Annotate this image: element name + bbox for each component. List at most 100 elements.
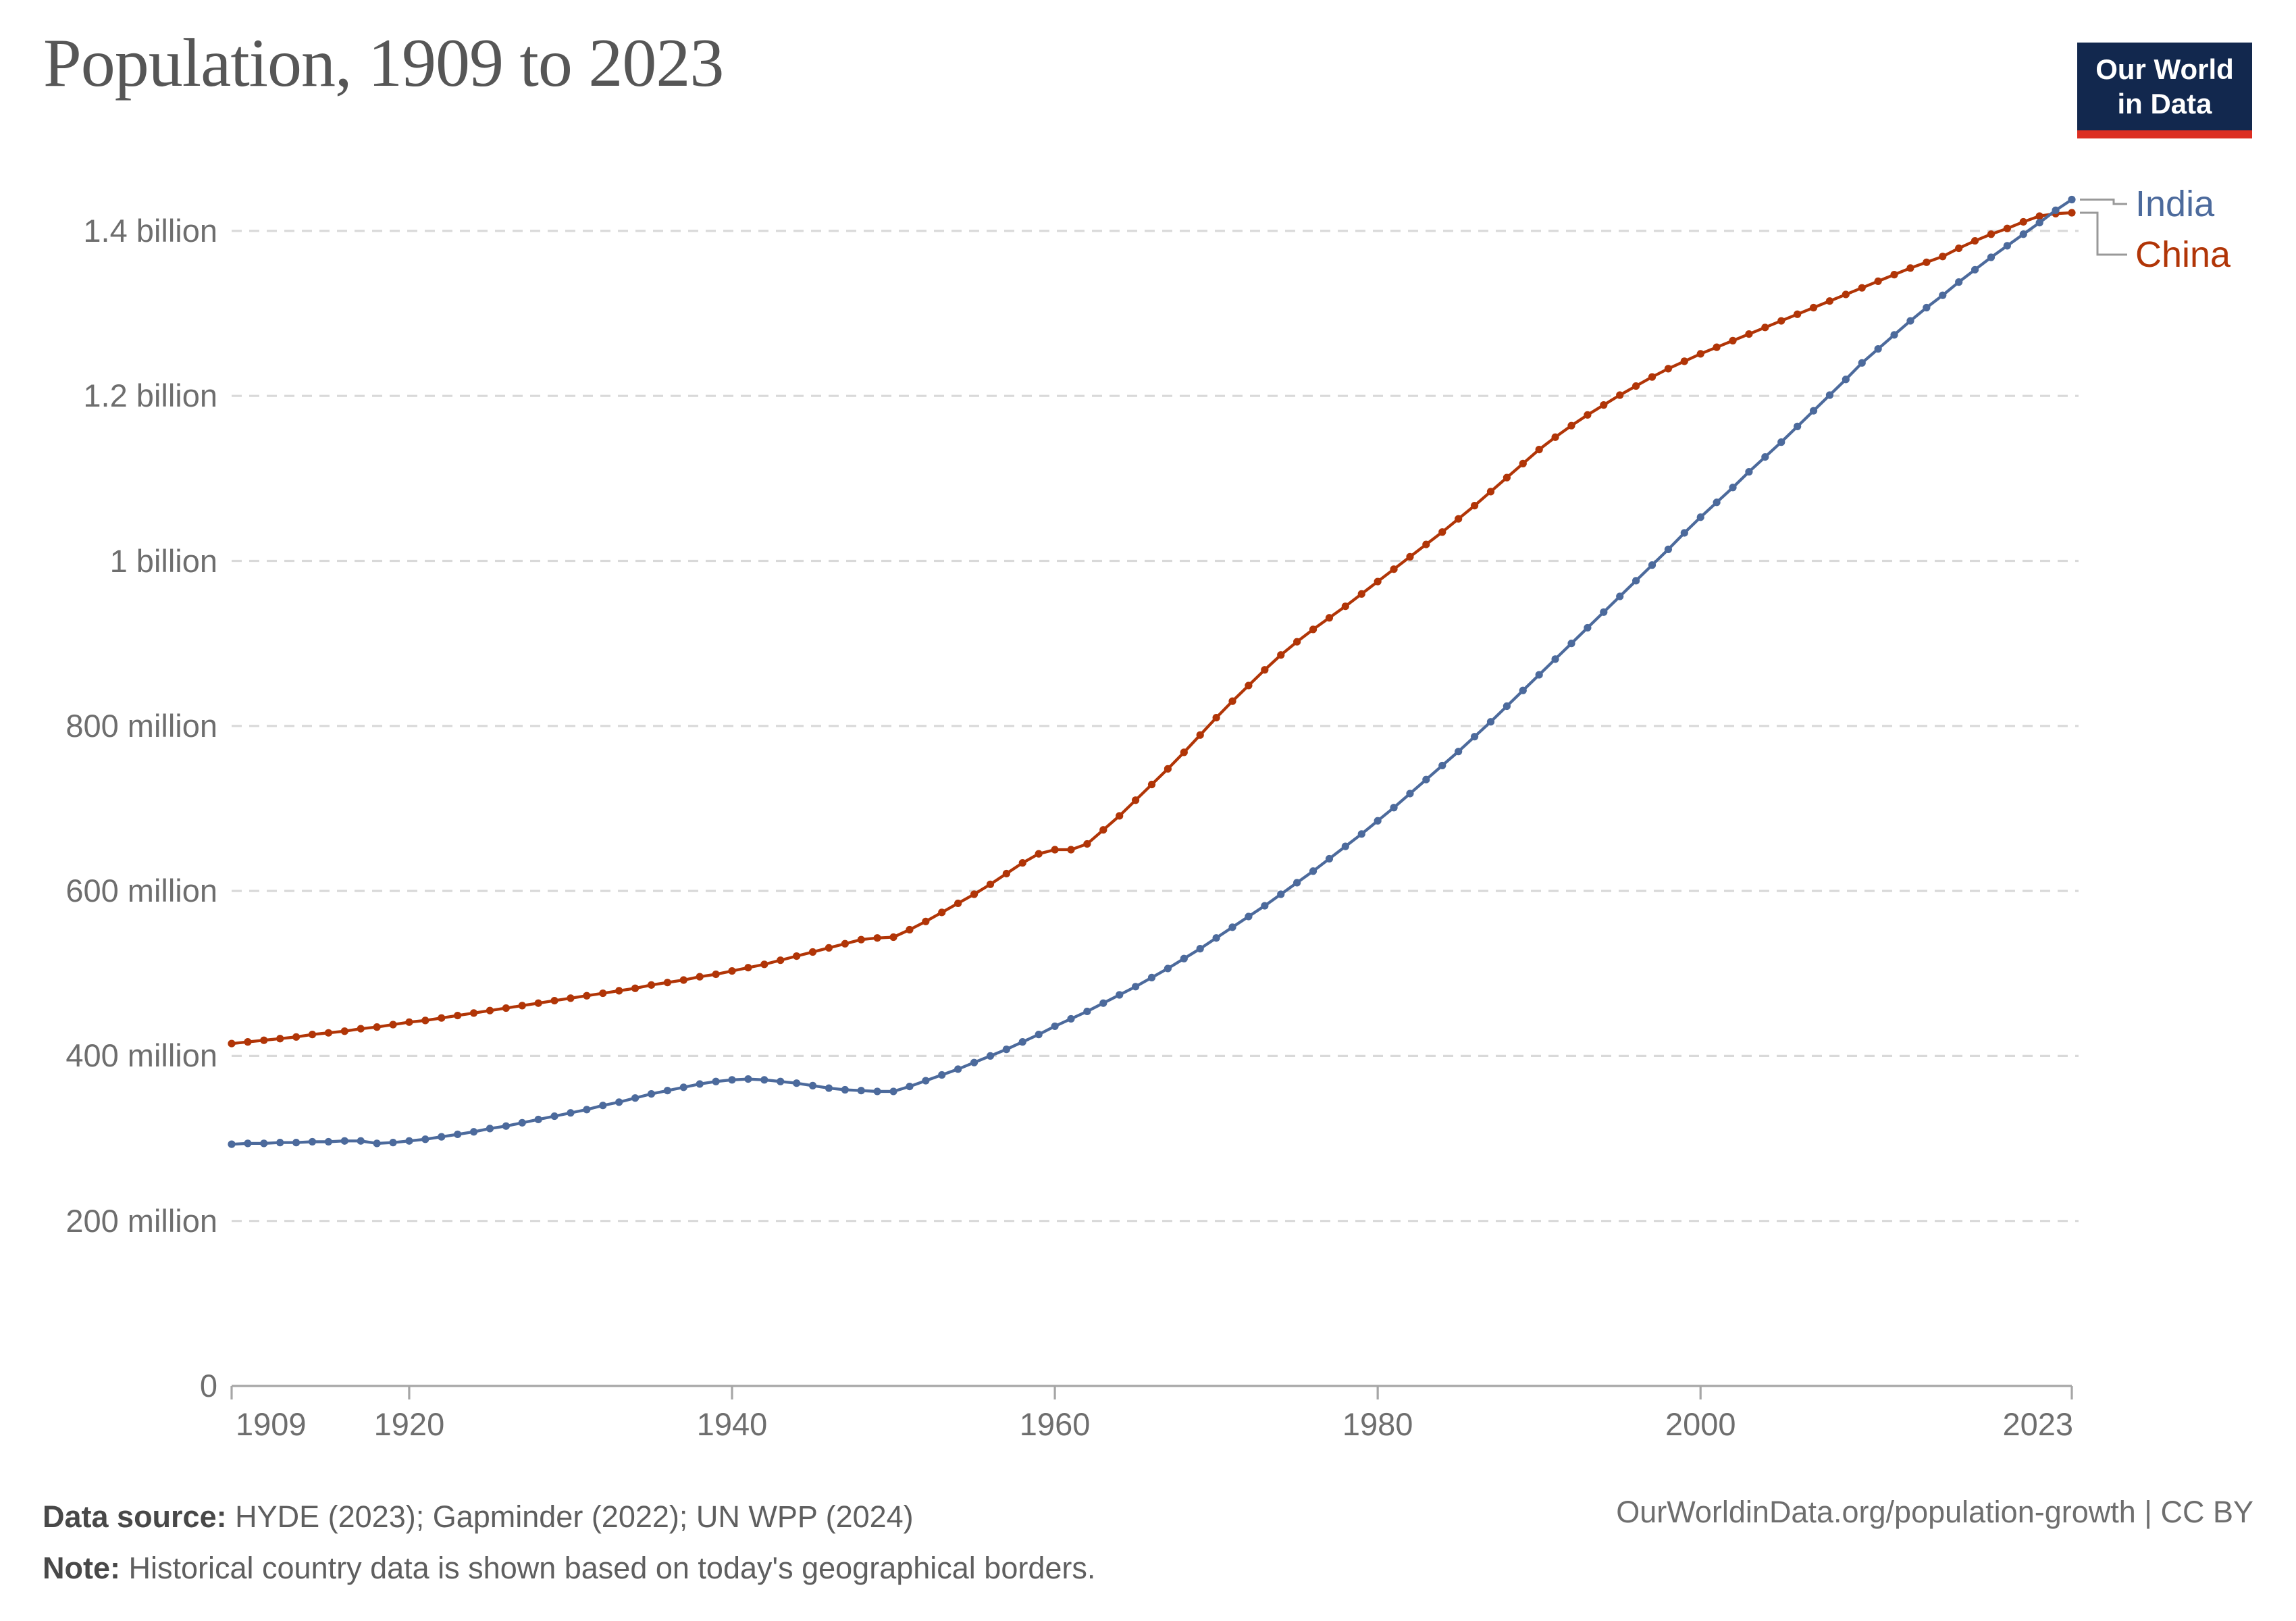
data-point-india-1947[interactable] (841, 1085, 849, 1094)
data-point-india-1987[interactable] (1486, 718, 1495, 726)
data-point-india-1922[interactable] (438, 1133, 446, 1141)
data-point-india-2009[interactable] (1842, 376, 1850, 384)
data-point-india-1957[interactable] (1002, 1046, 1010, 1054)
data-point-china-1994[interactable] (1600, 401, 1608, 409)
data-point-china-1941[interactable] (744, 964, 752, 972)
data-point-india-1943[interactable] (777, 1077, 785, 1085)
data-point-china-1939[interactable] (712, 970, 720, 979)
data-point-india-1912[interactable] (276, 1139, 284, 1147)
data-point-china-1979[interactable] (1357, 590, 1365, 598)
data-point-china-1989[interactable] (1519, 459, 1527, 467)
data-point-india-2022[interactable] (2052, 206, 2060, 214)
data-point-china-1960[interactable] (1051, 846, 1059, 854)
data-point-china-1956[interactable] (986, 880, 995, 888)
data-point-india-1994[interactable] (1600, 608, 1608, 616)
data-point-india-1923[interactable] (454, 1130, 462, 1139)
data-point-india-1938[interactable] (696, 1080, 704, 1088)
data-point-india-1997[interactable] (1648, 561, 1656, 569)
data-point-india-1926[interactable] (502, 1122, 510, 1130)
data-point-india-1978[interactable] (1341, 842, 1349, 850)
data-point-india-2020[interactable] (2019, 230, 2027, 238)
data-point-china-1953[interactable] (938, 908, 946, 917)
data-point-china-2003[interactable] (1745, 330, 1753, 338)
data-point-china-1996[interactable] (1632, 382, 1640, 390)
data-point-china-1937[interactable] (679, 976, 687, 984)
data-point-india-1933[interactable] (615, 1098, 623, 1106)
series-line-india[interactable] (230, 198, 2074, 1146)
data-point-china-1919[interactable] (389, 1021, 397, 1029)
data-point-china-2002[interactable] (1729, 336, 1737, 344)
data-point-china-2016[interactable] (1955, 244, 1963, 253)
data-point-india-2017[interactable] (1971, 265, 1979, 274)
data-point-india-1965[interactable] (1131, 983, 1140, 991)
data-point-india-1936[interactable] (663, 1087, 671, 1095)
data-point-china-1914[interactable] (308, 1031, 317, 1039)
data-point-china-1985[interactable] (1455, 515, 1463, 523)
data-point-china-2021[interactable] (2035, 212, 2043, 220)
data-point-china-1975[interactable] (1293, 638, 1301, 646)
data-point-china-1977[interactable] (1325, 614, 1334, 622)
data-point-china-1980[interactable] (1374, 577, 1382, 586)
data-point-china-1959[interactable] (1035, 850, 1043, 858)
data-point-china-1934[interactable] (631, 984, 640, 992)
data-point-china-1958[interactable] (1018, 858, 1026, 867)
data-point-india-1961[interactable] (1067, 1014, 1075, 1023)
data-point-india-1963[interactable] (1099, 999, 1107, 1007)
data-point-india-1964[interactable] (1116, 991, 1124, 999)
data-point-india-2012[interactable] (1890, 331, 1898, 339)
data-point-china-1998[interactable] (1664, 365, 1673, 373)
data-point-india-1979[interactable] (1357, 830, 1365, 838)
data-point-india-1911[interactable] (260, 1139, 268, 1148)
data-point-india-2004[interactable] (1761, 453, 1769, 461)
footer-link[interactable]: OurWorldinData.org/population-growth | C… (1616, 1495, 2253, 1529)
data-point-india-2021[interactable] (2035, 219, 2043, 227)
data-point-china-1968[interactable] (1180, 748, 1188, 756)
data-point-india-1931[interactable] (583, 1106, 591, 1114)
data-point-china-2001[interactable] (1713, 343, 1721, 351)
data-point-india-1916[interactable] (340, 1137, 348, 1145)
data-point-india-1942[interactable] (760, 1076, 768, 1084)
data-point-china-2019[interactable] (2003, 224, 2011, 232)
data-point-china-1969[interactable] (1196, 731, 1204, 739)
data-point-india-1948[interactable] (857, 1087, 865, 1095)
data-point-china-1936[interactable] (663, 979, 671, 987)
data-point-china-2006[interactable] (1794, 310, 1802, 318)
data-point-india-1939[interactable] (712, 1077, 720, 1085)
data-point-china-1955[interactable] (970, 890, 979, 898)
data-point-india-1925[interactable] (486, 1125, 494, 1133)
data-point-china-2007[interactable] (1809, 303, 1818, 312)
data-point-india-1918[interactable] (373, 1139, 381, 1148)
data-point-india-1952[interactable] (922, 1077, 930, 1085)
data-point-china-1950[interactable] (889, 933, 897, 942)
data-point-india-1972[interactable] (1245, 912, 1253, 921)
data-point-china-1971[interactable] (1228, 697, 1236, 705)
data-point-india-1962[interactable] (1083, 1007, 1091, 1016)
data-point-india-2000[interactable] (1696, 513, 1704, 521)
data-point-china-2008[interactable] (1825, 297, 1834, 305)
data-point-china-1966[interactable] (1147, 780, 1156, 789)
data-point-china-2017[interactable] (1971, 236, 1979, 245)
data-point-china-1983[interactable] (1422, 540, 1430, 548)
data-point-china-1952[interactable] (922, 917, 930, 925)
data-point-india-1941[interactable] (744, 1075, 752, 1083)
data-point-india-2011[interactable] (1874, 344, 1882, 353)
data-point-india-1910[interactable] (244, 1139, 252, 1148)
data-point-china-1970[interactable] (1212, 713, 1220, 722)
data-point-india-1982[interactable] (1406, 790, 1414, 798)
data-point-india-2006[interactable] (1794, 422, 1802, 430)
data-point-india-1927[interactable] (518, 1118, 526, 1127)
data-point-india-2018[interactable] (1987, 253, 1995, 261)
data-point-india-1976[interactable] (1309, 867, 1317, 875)
data-point-india-2002[interactable] (1729, 484, 1737, 492)
data-point-china-2018[interactable] (1987, 230, 1995, 238)
data-point-china-1944[interactable] (793, 952, 801, 960)
data-point-china-1931[interactable] (583, 992, 591, 1000)
data-point-china-1913[interactable] (292, 1033, 301, 1041)
data-point-china-1926[interactable] (502, 1004, 510, 1012)
data-point-india-1934[interactable] (631, 1094, 640, 1102)
data-point-china-1920[interactable] (405, 1018, 413, 1026)
data-point-china-1984[interactable] (1438, 528, 1446, 536)
data-point-india-1946[interactable] (825, 1084, 833, 1092)
data-point-india-2015[interactable] (1939, 291, 1947, 299)
data-point-india-2019[interactable] (2003, 242, 2011, 250)
